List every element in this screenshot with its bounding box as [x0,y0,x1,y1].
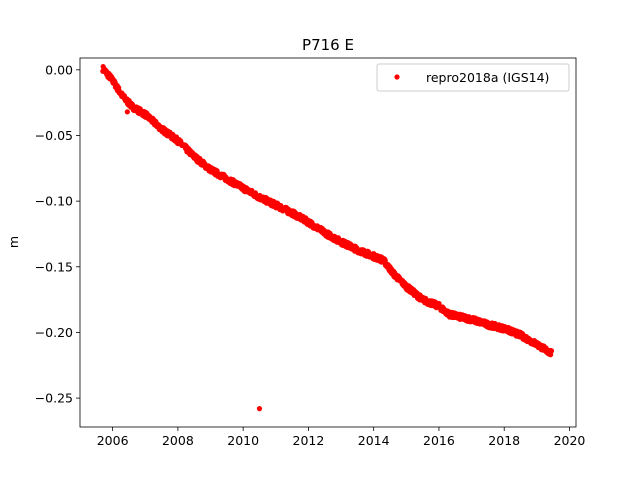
y-tick-label: −0.10 [35,194,73,209]
x-tick-label: 2018 [488,433,520,448]
y-axis: 0.00 −0.05 −0.10 −0.15 −0.20 −0.25 [35,62,80,406]
x-axis: 2006 2008 2010 2012 2014 2016 2018 2020 [97,427,586,448]
outlier-point [256,406,263,412]
data-point [548,348,555,354]
y-tick-label: −0.15 [35,259,73,274]
y-tick-label: 0.00 [45,62,73,77]
legend-box [376,63,570,92]
x-tick-label: 2016 [423,433,455,448]
x-tick-label: 2014 [358,433,390,448]
outlier-point [124,109,130,115]
y-tick-label: −0.20 [35,325,73,340]
chart-title: P716 E [302,36,354,54]
data-points [100,63,555,412]
y-axis-label: m [6,236,21,248]
x-tick-label: 2012 [293,433,325,448]
legend-marker [394,74,400,80]
x-tick-label: 2010 [227,433,259,448]
legend: repro2018a (IGS14) [376,63,570,92]
x-tick-label: 2008 [162,433,194,448]
y-tick-label: −0.05 [35,128,73,143]
y-tick-label: −0.25 [35,391,73,406]
plot-frame [79,57,577,428]
x-tick-label: 2020 [554,433,586,448]
legend-label: repro2018a (IGS14) [426,70,549,85]
x-tick-label: 2006 [97,433,129,448]
